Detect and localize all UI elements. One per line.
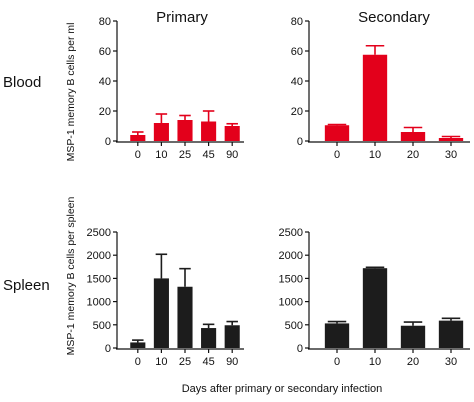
bar-spleen-primary-0: [130, 342, 146, 348]
y-axis-label-spleen: MSP-1 memory B cells per spleen: [65, 196, 77, 355]
bar-blood-primary-45: [201, 121, 217, 141]
column-title-secondary: Secondary: [358, 9, 430, 26]
panel-blood-secondary: 0 20 40 60 80 0 10 20 30: [291, 16, 470, 161]
bar-blood-primary-25: [177, 120, 193, 141]
y-tick-label-blood-primary: 40: [99, 76, 111, 88]
bar-spleen-secondary-10: [362, 268, 388, 348]
x-tick-label-blood-secondary: 10: [369, 149, 381, 161]
y-tick-label-spleen-primary: 1500: [87, 273, 111, 285]
y-tick-label-spleen-primary: 0: [105, 343, 111, 355]
y-tick-label-spleen-secondary: 1000: [279, 297, 303, 309]
x-tick-label-spleen-primary: 45: [202, 356, 214, 368]
y-tick-label-spleen-secondary: 2000: [279, 250, 303, 262]
y-tick-label-blood-secondary: 0: [297, 136, 303, 148]
panel-spleen-primary: 0 500 1000 1500 2000 2500 0 10 25 45 90: [87, 227, 244, 368]
y-tick-label-blood-secondary: 80: [291, 16, 303, 28]
y-tick-label-spleen-secondary: 2500: [279, 227, 303, 239]
x-tick-label-spleen-primary: 0: [135, 356, 141, 368]
row-label-spleen: Spleen: [3, 277, 50, 294]
bar-blood-primary-0: [130, 135, 146, 141]
x-tick-label-blood-secondary: 0: [334, 149, 340, 161]
bar-spleen-primary-45: [201, 328, 217, 348]
bar-spleen-secondary-30: [438, 320, 464, 348]
y-tick-label-blood-secondary: 40: [291, 76, 303, 88]
bar-spleen-secondary-20: [400, 325, 426, 348]
x-tick-label-blood-primary: 25: [179, 149, 191, 161]
x-tick-label-spleen-primary: 10: [155, 356, 167, 368]
bar-blood-primary-10: [153, 123, 169, 141]
y-tick-label-blood-secondary: 20: [291, 106, 303, 118]
y-tick-label-spleen-secondary: 0: [297, 343, 303, 355]
y-tick-label-blood-secondary: 60: [291, 46, 303, 58]
y-tick-label-blood-primary: 80: [99, 16, 111, 28]
x-tick-label-spleen-secondary: 30: [445, 356, 457, 368]
y-tick-label-spleen-secondary: 1500: [279, 273, 303, 285]
x-tick-label-blood-secondary: 30: [445, 149, 457, 161]
chart-panels: 0 20 40 60 80 0 10 25 45 90 0 20 40 60 80 0 10 20 30 0 500 10…: [87, 16, 470, 368]
panel-spleen-secondary: 0 500 1000 1500 2000 2500 0 10 20 30: [279, 227, 470, 368]
bar-blood-secondary-0: [324, 125, 350, 141]
x-tick-label-blood-primary: 10: [155, 149, 167, 161]
y-tick-label-blood-primary: 20: [99, 106, 111, 118]
x-tick-label-spleen-secondary: 10: [369, 356, 381, 368]
y-tick-label-blood-primary: 0: [105, 136, 111, 148]
row-label-blood: Blood: [3, 74, 41, 91]
x-tick-label-blood-secondary: 20: [407, 149, 419, 161]
y-tick-label-blood-primary: 60: [99, 46, 111, 58]
y-axis-label-blood: MSP-1 memory B cells per ml: [65, 23, 77, 162]
x-tick-label-spleen-secondary: 0: [334, 356, 340, 368]
x-tick-label-blood-primary: 45: [202, 149, 214, 161]
x-tick-label-spleen-primary: 25: [179, 356, 191, 368]
bar-spleen-primary-90: [224, 325, 240, 348]
panel-blood-primary: 0 20 40 60 80 0 10 25 45 90: [99, 16, 244, 161]
y-tick-label-spleen-primary: 1000: [87, 297, 111, 309]
y-tick-label-spleen-primary: 2000: [87, 250, 111, 262]
x-tick-label-blood-primary: 90: [226, 149, 238, 161]
bar-blood-primary-90: [224, 126, 240, 141]
y-tick-label-spleen-secondary: 500: [285, 320, 303, 332]
y-tick-label-spleen-primary: 2500: [87, 227, 111, 239]
bar-blood-secondary-10: [362, 54, 388, 141]
x-tick-label-spleen-secondary: 20: [407, 356, 419, 368]
x-tick-label-blood-primary: 0: [135, 149, 141, 161]
x-tick-label-spleen-primary: 90: [226, 356, 238, 368]
x-axis-label: Days after primary or secondary infectio…: [182, 383, 383, 395]
bar-blood-secondary-30: [438, 138, 464, 141]
column-title-primary: Primary: [156, 9, 208, 26]
bar-spleen-secondary-0: [324, 323, 350, 348]
bar-spleen-primary-10: [153, 278, 169, 348]
bar-blood-secondary-20: [400, 132, 426, 141]
y-tick-label-spleen-primary: 500: [93, 320, 111, 332]
bar-spleen-primary-25: [177, 286, 193, 348]
